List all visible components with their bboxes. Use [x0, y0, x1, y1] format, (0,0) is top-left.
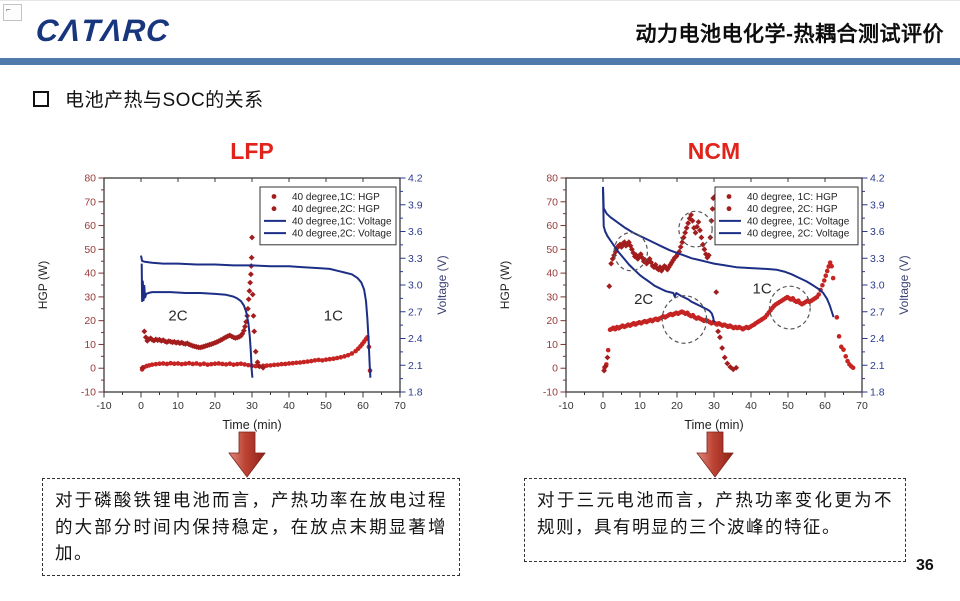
svg-text:1C: 1C: [324, 308, 343, 325]
svg-text:-10: -10: [81, 387, 96, 399]
svg-text:-10: -10: [558, 400, 573, 412]
svg-text:40 degree, 1C: Voltage: 40 degree, 1C: Voltage: [747, 216, 850, 227]
ncm-chart: NCM -10 0 10 20 30 40 50 60 70 -10 0 10 20 30 40 50 60 70 8…: [492, 133, 932, 443]
svg-text:0: 0: [90, 363, 96, 375]
corner-placeholder-icon: ⌐: [3, 4, 22, 21]
lfp-caption: 对于磷酸铁锂电池而言，产热功率在放电过程的大部分时间内保持稳定，在放点末期显著增…: [42, 478, 460, 576]
svg-text:2C: 2C: [634, 291, 653, 308]
svg-text:40 degree, 1C: HGP: 40 degree, 1C: HGP: [747, 192, 838, 203]
svg-text:Time (min): Time (min): [222, 418, 281, 432]
svg-text:2.4: 2.4: [408, 333, 423, 345]
svg-text:Voltage (V): Voltage (V): [897, 255, 911, 314]
svg-text:70: 70: [546, 196, 558, 208]
svg-text:30: 30: [708, 400, 720, 412]
svg-text:70: 70: [856, 400, 868, 412]
svg-text:2.4: 2.4: [870, 333, 885, 345]
svg-text:50: 50: [84, 244, 96, 256]
svg-text:1.8: 1.8: [408, 387, 423, 399]
svg-text:2.1: 2.1: [408, 360, 423, 372]
svg-text:60: 60: [84, 220, 96, 232]
svg-text:40 degree, 2C: HGP: 40 degree, 2C: HGP: [747, 204, 838, 215]
svg-text:2.7: 2.7: [408, 306, 423, 318]
svg-text:10: 10: [172, 400, 184, 412]
svg-text:80: 80: [546, 173, 558, 185]
svg-text:40: 40: [283, 400, 295, 412]
svg-text:3.9: 3.9: [408, 199, 423, 211]
svg-text:60: 60: [819, 400, 831, 412]
svg-text:40 degree,1C: HGP: 40 degree,1C: HGP: [292, 192, 380, 203]
svg-text:30: 30: [246, 400, 258, 412]
svg-text:2.1: 2.1: [870, 360, 885, 372]
svg-text:60: 60: [357, 400, 369, 412]
svg-text:2C: 2C: [168, 308, 187, 325]
svg-text:4.2: 4.2: [870, 173, 885, 185]
svg-text:3.9: 3.9: [870, 199, 885, 211]
svg-text:0: 0: [138, 400, 144, 412]
svg-text:40: 40: [745, 400, 757, 412]
svg-text:LFP: LFP: [230, 138, 273, 164]
svg-text:2.7: 2.7: [870, 306, 885, 318]
svg-text:40 degree,1C: Voltage: 40 degree,1C: Voltage: [292, 216, 392, 227]
section-heading-text: 电池产热与SOC的关系: [65, 90, 264, 111]
svg-text:60: 60: [546, 220, 558, 232]
svg-text:40: 40: [84, 268, 96, 280]
svg-text:20: 20: [546, 315, 558, 327]
svg-text:70: 70: [394, 400, 406, 412]
svg-text:3.3: 3.3: [870, 253, 885, 265]
slide-title: 动力电池电化学-热耦合测试评价: [635, 23, 944, 46]
catarc-logo: CΛTΛRC: [34, 13, 171, 48]
svg-text:50: 50: [546, 244, 558, 256]
svg-text:20: 20: [209, 400, 221, 412]
svg-text:3.3: 3.3: [408, 253, 423, 265]
svg-text:40: 40: [546, 268, 558, 280]
svg-text:-10: -10: [543, 387, 558, 399]
svg-text:80: 80: [84, 173, 96, 185]
svg-text:50: 50: [320, 400, 332, 412]
svg-text:Voltage (V): Voltage (V): [435, 255, 449, 314]
svg-text:10: 10: [546, 339, 558, 351]
svg-text:0: 0: [600, 400, 606, 412]
svg-text:10: 10: [634, 400, 646, 412]
svg-text:3.0: 3.0: [870, 280, 885, 292]
svg-text:3.0: 3.0: [408, 280, 423, 292]
svg-text:4.2: 4.2: [408, 173, 423, 185]
svg-text:30: 30: [84, 291, 96, 303]
down-arrow-icon: [696, 431, 734, 478]
svg-text:1C: 1C: [753, 280, 772, 297]
svg-text:70: 70: [84, 196, 96, 208]
square-bullet-icon: [33, 90, 49, 107]
svg-text:Time (min): Time (min): [684, 418, 743, 432]
svg-text:3.6: 3.6: [870, 226, 885, 238]
down-arrow-icon: [228, 431, 266, 478]
header-divider: [0, 58, 960, 65]
svg-text:20: 20: [671, 400, 683, 412]
svg-text:0: 0: [552, 363, 558, 375]
svg-text:40 degree,2C: HGP: 40 degree,2C: HGP: [292, 204, 380, 215]
svg-text:30: 30: [546, 291, 558, 303]
svg-text:HGP (W): HGP (W): [498, 261, 512, 309]
svg-text:-10: -10: [96, 400, 111, 412]
lfp-chart: LFP -10 0 10 20 30 40 50 60 70 -10 0 10 20 30 40 50 60 70 8…: [30, 133, 470, 443]
ncm-caption: 对于三元电池而言，产热功率变化更为不规则，具有明显的三个波峰的特征。: [524, 478, 906, 562]
svg-text:3.6: 3.6: [408, 226, 423, 238]
page-number: 36: [916, 557, 934, 574]
svg-text:40 degree, 2C: Voltage: 40 degree, 2C: Voltage: [747, 229, 850, 240]
svg-text:50: 50: [782, 400, 794, 412]
svg-text:20: 20: [84, 315, 96, 327]
svg-text:40 degree,2C: Voltage: 40 degree,2C: Voltage: [292, 229, 392, 240]
svg-text:HGP (W): HGP (W): [36, 261, 50, 309]
svg-text:1.8: 1.8: [870, 387, 885, 399]
svg-text:NCM: NCM: [688, 138, 740, 164]
svg-text:10: 10: [84, 339, 96, 351]
section-heading: 电池产热与SOC的关系: [33, 85, 264, 112]
